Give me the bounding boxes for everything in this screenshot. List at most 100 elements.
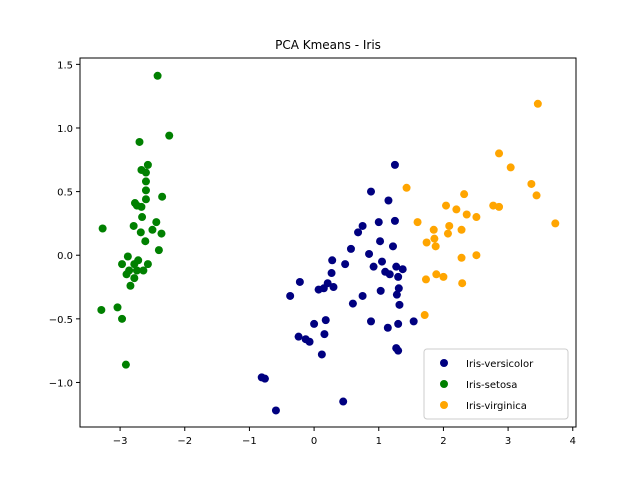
data-point <box>395 300 404 309</box>
axes-layer: −3 −2 −1 0 1 2 3 4 −1.0 −0.5 0.0 0.5 1.0 1.5 <box>49 57 577 447</box>
data-point <box>495 202 504 211</box>
data-point <box>328 256 337 265</box>
data-point <box>429 225 438 234</box>
legend-label: Iris-versicolor <box>466 359 534 370</box>
x-tick-label: 2 <box>440 436 446 447</box>
data-point <box>305 337 314 346</box>
y-tick-label: 1.5 <box>57 60 73 71</box>
data-point <box>452 205 461 214</box>
data-point <box>320 330 329 339</box>
data-point <box>532 191 541 200</box>
data-point <box>136 228 145 237</box>
y-tick-label: 1.0 <box>57 124 73 135</box>
data-point <box>457 225 466 234</box>
data-point <box>295 277 304 286</box>
x-tick-label: −1 <box>242 436 257 447</box>
data-point <box>365 249 374 258</box>
data-point <box>369 262 378 271</box>
data-point <box>141 168 150 177</box>
data-point <box>141 237 150 246</box>
data-point <box>132 266 141 275</box>
data-point <box>139 266 148 275</box>
data-point <box>260 374 269 383</box>
legend-marker <box>440 359 448 367</box>
data-point <box>137 202 146 211</box>
data-point <box>394 284 403 293</box>
x-tick-label: −2 <box>177 436 192 447</box>
data-point <box>378 257 386 266</box>
points-layer <box>97 71 560 415</box>
data-point <box>286 291 295 300</box>
data-point <box>122 270 131 279</box>
data-point <box>341 260 350 269</box>
data-point <box>153 71 162 80</box>
data-point <box>354 228 363 237</box>
data-point <box>458 279 467 288</box>
data-point <box>358 221 367 230</box>
data-point <box>314 285 323 294</box>
data-point <box>118 260 127 269</box>
data-point <box>409 317 418 326</box>
data-point <box>152 218 161 227</box>
data-point <box>118 314 127 323</box>
data-point <box>506 163 515 172</box>
data-point <box>339 397 348 406</box>
data-point <box>413 218 422 227</box>
data-point <box>390 216 399 225</box>
data-point <box>460 190 469 199</box>
data-point <box>422 238 431 247</box>
data-point <box>383 323 392 332</box>
data-point <box>113 303 122 312</box>
data-point <box>121 360 130 369</box>
data-point <box>551 219 560 228</box>
data-point <box>158 192 167 201</box>
y-tick-label: −1.0 <box>49 378 73 389</box>
data-point <box>143 160 152 169</box>
data-point <box>294 332 303 341</box>
data-point <box>443 229 452 238</box>
legend-box <box>423 348 569 420</box>
data-point <box>374 218 383 227</box>
chart-title: PCA Kmeans - Iris <box>275 38 381 52</box>
data-point <box>135 137 144 146</box>
data-point <box>445 221 454 230</box>
x-tick-label: 1 <box>376 436 382 447</box>
data-point <box>533 99 542 108</box>
x-tick-label: 4 <box>570 436 576 447</box>
data-point <box>392 290 401 299</box>
data-point <box>457 253 466 262</box>
data-point <box>462 210 471 219</box>
data-point <box>432 270 441 279</box>
data-point <box>97 305 106 314</box>
series-iris-setosa <box>97 71 174 369</box>
legend-marker <box>440 401 448 409</box>
legend: Iris-versicolor Iris-setosa Iris-virginica <box>423 348 569 420</box>
x-tick-label: 3 <box>505 436 511 447</box>
legend-marker <box>440 380 448 388</box>
data-point <box>439 272 448 281</box>
y-tick-label: −0.5 <box>49 315 73 326</box>
data-point <box>346 244 355 253</box>
data-point <box>421 275 430 284</box>
data-point <box>388 242 397 251</box>
data-point <box>348 299 357 308</box>
data-point <box>321 316 330 325</box>
legend-label: Iris-virginica <box>466 401 527 412</box>
data-point <box>384 196 393 205</box>
data-point <box>358 291 367 300</box>
data-point <box>329 283 338 292</box>
data-point <box>327 269 336 278</box>
data-point <box>376 286 385 295</box>
data-point <box>317 350 326 359</box>
data-point <box>392 262 401 271</box>
plot-frame <box>79 57 577 428</box>
data-point <box>367 317 375 326</box>
data-point <box>390 160 399 169</box>
data-point <box>141 177 150 186</box>
data-point <box>141 195 150 204</box>
data-point <box>126 281 135 290</box>
data-point <box>495 149 504 158</box>
data-point <box>130 274 139 283</box>
data-point <box>394 319 403 328</box>
